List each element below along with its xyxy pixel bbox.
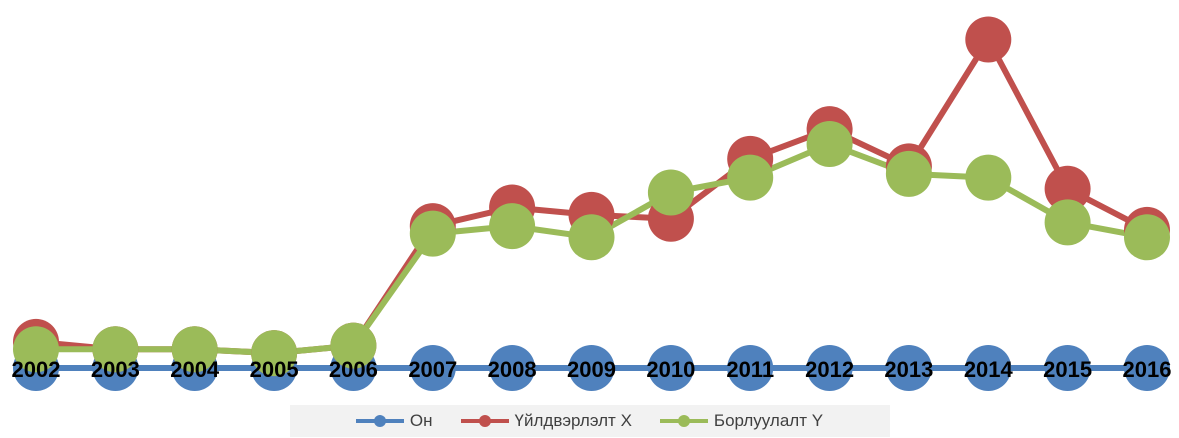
legend-label-sales: Борлуулалт Y bbox=[713, 411, 824, 430]
series-points bbox=[13, 16, 1170, 391]
x-tick-label-2004: 2004 bbox=[170, 357, 220, 382]
legend: Он Үйлдвэрлэлт X Борлуулалт Y bbox=[0, 405, 1179, 437]
data-point-s2-2006 bbox=[330, 322, 377, 369]
x-tick-label-2013: 2013 bbox=[884, 357, 933, 382]
x-tick-label-2006: 2006 bbox=[329, 357, 378, 382]
x-tick-label-2015: 2015 bbox=[1043, 357, 1092, 382]
data-point-s2-2009 bbox=[568, 214, 615, 261]
data-point-s2-2011 bbox=[727, 154, 774, 201]
data-point-s0-2007 bbox=[409, 345, 456, 391]
data-point-s0-2012 bbox=[806, 345, 853, 391]
data-point-s0-2016 bbox=[1124, 345, 1170, 391]
x-tick-label-2009: 2009 bbox=[567, 357, 616, 382]
legend-swatch-on bbox=[355, 415, 404, 427]
data-point-s0-2009 bbox=[568, 345, 615, 391]
data-point-s2-2003 bbox=[92, 326, 139, 373]
data-point-s2-2014 bbox=[965, 154, 1012, 201]
x-tick-labels: 2002 2003 2004 2005 2006 2007 2008 2009 2010 2011… bbox=[12, 357, 1172, 382]
data-point-s1-2015 bbox=[1044, 165, 1091, 212]
data-point-s0-2015 bbox=[1044, 345, 1091, 391]
legend-swatch-sales bbox=[659, 415, 708, 427]
data-point-s2-2008 bbox=[489, 203, 536, 250]
data-point-s1-2014 bbox=[965, 16, 1012, 63]
data-point-s0-2013 bbox=[885, 345, 932, 391]
data-point-s0-2014 bbox=[965, 345, 1012, 391]
data-point-s2-2016 bbox=[1124, 214, 1170, 261]
legend-label-production: Үйлдвэрлэлт X bbox=[514, 411, 632, 430]
data-point-s2-2010 bbox=[647, 169, 694, 216]
x-tick-label-2016: 2016 bbox=[1123, 357, 1172, 382]
x-tick-label-2003: 2003 bbox=[91, 357, 140, 382]
data-point-s0-2010 bbox=[647, 345, 694, 391]
legend-item-production: Үйлдвэрлэлт X bbox=[460, 411, 632, 431]
legend-item-on: Он bbox=[355, 411, 433, 431]
data-point-s2-2013 bbox=[885, 150, 932, 197]
data-point-s2-2007 bbox=[409, 210, 456, 257]
data-point-s2-2004 bbox=[171, 326, 218, 373]
data-point-s2-2015 bbox=[1044, 199, 1091, 246]
data-point-s0-2011 bbox=[727, 345, 774, 391]
data-point-s2-2012 bbox=[806, 121, 853, 167]
data-point-s2-2005 bbox=[251, 330, 298, 377]
x-tick-label-2014: 2014 bbox=[964, 357, 1014, 382]
x-tick-label-2002: 2002 bbox=[12, 357, 61, 382]
legend-item-sales: Борлуулалт Y bbox=[659, 411, 824, 431]
data-point-s2-2002 bbox=[13, 326, 59, 373]
x-tick-label-2012: 2012 bbox=[805, 357, 854, 382]
legend-label-on: Он bbox=[409, 411, 433, 430]
x-tick-label-2008: 2008 bbox=[488, 357, 537, 382]
x-tick-label-2011: 2011 bbox=[726, 357, 774, 382]
x-tick-label-2005: 2005 bbox=[250, 357, 299, 382]
x-tick-label-2010: 2010 bbox=[646, 357, 695, 382]
data-point-s0-2008 bbox=[489, 345, 536, 391]
x-tick-label-2007: 2007 bbox=[408, 357, 457, 382]
legend-swatch-production bbox=[460, 415, 509, 427]
